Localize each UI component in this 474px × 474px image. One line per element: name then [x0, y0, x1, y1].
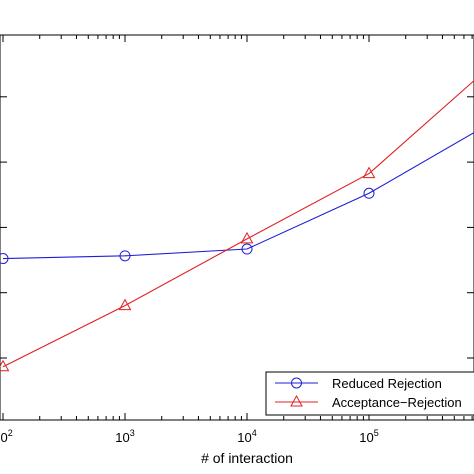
legend-marker — [290, 394, 303, 407]
series-1 — [0, 79, 474, 372]
series-layer — [0, 79, 474, 372]
x-axis-ticks — [2, 35, 473, 420]
x-tick-label-exponent: 3 — [130, 428, 135, 438]
data-point-marker — [119, 250, 131, 262]
series-line — [2, 79, 474, 368]
x-tick-label-base: 10 — [0, 430, 8, 445]
x-axis-label: # of interaction — [201, 450, 293, 466]
x-tick-label: 105 — [359, 428, 378, 445]
data-point-marker — [0, 253, 9, 265]
y-axis-ticks — [0, 96, 474, 359]
series-line — [2, 131, 474, 260]
legend-items: Reduced Rejection Acceptance−Rejection — [275, 376, 462, 410]
x-tick-label-base: 10 — [115, 430, 129, 445]
data-point-marker — [0, 359, 10, 372]
legend-box — [265, 371, 474, 416]
x-tick-label-base: 10 — [237, 430, 251, 445]
x-tick-label-base: 10 — [359, 430, 373, 445]
series-0 — [0, 131, 474, 265]
data-point-marker — [240, 231, 254, 244]
x-axis-tick-labels: 102103104105 — [0, 428, 379, 445]
legend-item: Reduced Rejection — [275, 376, 442, 391]
legend: Reduced Rejection Acceptance−Rejection — [265, 371, 474, 416]
data-point-marker — [362, 166, 376, 179]
legend-label: Acceptance−Rejection — [332, 395, 462, 410]
x-tick-label: 102 — [0, 428, 13, 445]
legend-marker — [291, 377, 302, 389]
x-tick-label: 104 — [237, 428, 256, 445]
legend-label: Reduced Rejection — [332, 376, 442, 391]
legend-item: Acceptance−Rejection — [275, 394, 462, 410]
plot-area — [0, 34, 474, 421]
x-tick-label-exponent: 2 — [8, 428, 13, 438]
x-tick-label-exponent: 5 — [374, 428, 379, 438]
data-point-marker — [241, 243, 253, 255]
x-tick-label: 103 — [115, 428, 134, 445]
data-point-marker — [363, 187, 375, 199]
data-point-marker — [118, 298, 132, 311]
x-tick-label-exponent: 4 — [252, 428, 257, 438]
